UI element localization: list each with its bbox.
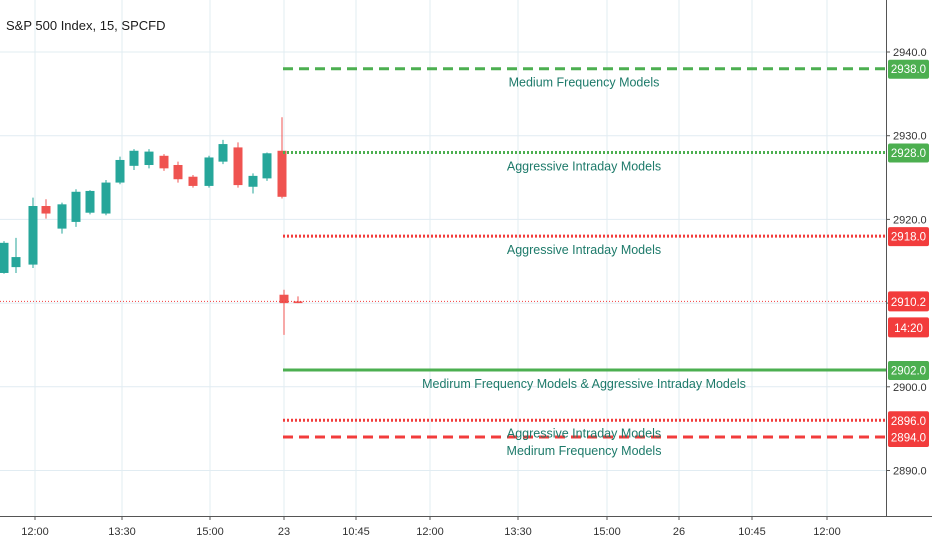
candle-body [218,144,228,162]
candle-body [262,153,272,179]
candle-body [277,150,287,197]
x-tick-label: 10:45 [738,526,766,538]
candle-body [28,206,38,265]
candle-body [85,190,95,213]
level-note: Medirum Frequency Models [507,444,662,458]
level-price-tag [888,59,929,79]
candle-body [248,175,258,187]
level-price-tag [888,361,929,381]
candle-body [277,189,287,193]
candle-body [144,151,154,165]
y-tick-label: 2900.0 [893,382,927,394]
candle-body [173,164,183,180]
level-price-tag-label: 2896.0 [891,416,926,428]
y-tick-label: 2920.0 [893,214,927,226]
x-tick-label: 15:00 [196,526,224,538]
level-price-tag-label: 2928.0 [891,148,926,160]
candle-body [279,294,289,304]
level-note: Aggressive Intraday Models [507,159,661,173]
countdown-tag [888,317,929,338]
candle-body [101,182,111,214]
candle-body [204,157,214,186]
y-tick-label: 2940.0 [893,47,927,59]
level-price-tag-label: 2894.0 [891,433,926,445]
level-price-tag-label: 2938.0 [891,64,926,76]
candle-body [57,204,67,229]
x-tick-label: 23 [278,526,290,538]
current-price-tag-label: 2910.2 [891,297,926,309]
x-tick-label: 15:00 [593,526,621,538]
level-note: Medium Frequency Models [509,76,660,90]
x-tick-label: 12:00 [21,526,49,538]
current-price-tag [888,291,929,312]
level-price-tag-label: 2902.0 [891,366,926,378]
level-note: Aggressive Intraday Models [507,243,661,257]
candle-body [233,147,243,186]
x-tick-label: 26 [673,526,685,538]
x-tick-label: 12:00 [813,526,841,538]
y-tick-label: 2930.0 [893,131,927,143]
candle-body [159,155,169,169]
x-tick-label: 10:45 [342,526,370,538]
candle-body [129,150,139,166]
x-tick-label: 12:00 [416,526,444,538]
candle-body [11,257,21,268]
level-price-tag-label: 2918.0 [891,232,926,244]
level-note: Medirum Frequency Models & Aggressive In… [422,377,746,391]
candle-body [115,159,125,183]
candle-body [188,176,198,186]
candle-body [0,242,9,273]
y-tick-label: 2890.0 [893,466,927,478]
candle-body [293,301,303,304]
level-price-tag [888,428,929,448]
candle-body [71,191,81,222]
level-price-tag [888,227,929,247]
level-note: Aggressive Intraday Models [507,426,661,440]
level-price-tag [888,143,929,163]
level-price-tag [888,411,929,431]
countdown-tag-label: 14:20 [894,323,923,335]
x-tick-label: 13:30 [504,526,532,538]
chart-title: S&P 500 Index, 15, SPCFD [6,18,166,33]
candle-body [41,206,51,214]
x-tick-label: 13:30 [108,526,136,538]
